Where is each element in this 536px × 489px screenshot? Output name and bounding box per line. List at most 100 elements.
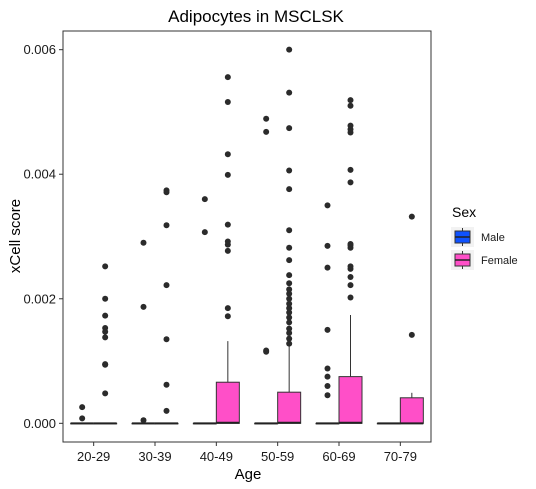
- outlier-point: [263, 115, 270, 122]
- y-tick-label: 0.006: [23, 42, 56, 57]
- x-tick-label: 20-29: [77, 449, 110, 464]
- outlier-point: [163, 187, 170, 194]
- outlier-point: [286, 125, 293, 132]
- outlier-point: [286, 280, 293, 287]
- outlier-point: [324, 326, 331, 333]
- outlier-point: [102, 334, 109, 341]
- x-tick-label: 50-59: [261, 449, 294, 464]
- outlier-point: [163, 336, 170, 343]
- outlier-point: [224, 221, 231, 228]
- outlier-point: [286, 340, 293, 347]
- outlier-point: [79, 415, 86, 422]
- outlier-point: [263, 347, 270, 354]
- plot-marks: [70, 46, 424, 425]
- box-male-30-39: [131, 239, 156, 425]
- outlier-point: [347, 240, 354, 247]
- outlier-point: [102, 361, 109, 368]
- outlier-point: [286, 319, 293, 326]
- outlier-point: [102, 295, 109, 302]
- outlier-point: [324, 365, 331, 372]
- y-tick-label: 0.002: [23, 291, 56, 306]
- outlier-point: [163, 407, 170, 414]
- outlier-point: [286, 314, 293, 321]
- outlier-point: [102, 325, 109, 332]
- outlier-point: [224, 247, 231, 254]
- outlier-point: [408, 213, 415, 220]
- outlier-point: [102, 263, 109, 270]
- outlier-point: [286, 290, 293, 297]
- outlier-point: [324, 382, 331, 389]
- outlier-point: [347, 263, 354, 270]
- outlier-point: [286, 257, 293, 264]
- y-tick-label: 0.004: [23, 167, 56, 182]
- outlier-point: [324, 392, 331, 399]
- legend: Sex Male Female: [451, 204, 518, 270]
- box-male-20-29: [70, 404, 95, 425]
- outlier-point: [163, 222, 170, 229]
- x-axis-title: Age: [235, 466, 262, 483]
- outlier-point: [140, 417, 147, 424]
- outlier-point: [286, 244, 293, 251]
- outlier-point: [286, 167, 293, 174]
- box-female-40-49: [215, 74, 240, 424]
- outlier-point: [324, 373, 331, 380]
- box-male-60-69: [315, 202, 340, 425]
- outlier-point: [347, 166, 354, 173]
- x-tick-label: 70-79: [384, 449, 417, 464]
- outlier-point: [140, 303, 147, 310]
- outlier-point: [201, 196, 208, 203]
- outlier-point: [286, 335, 293, 342]
- box-body: [399, 397, 424, 424]
- box-body: [277, 391, 302, 424]
- outlier-point: [224, 305, 231, 312]
- outlier-point: [408, 331, 415, 338]
- legend-title: Sex: [452, 204, 476, 220]
- x-tick-label: 40-49: [200, 449, 233, 464]
- x-tick-label: 30-39: [138, 449, 171, 464]
- outlier-point: [224, 313, 231, 320]
- legend-key-male: [451, 227, 474, 247]
- legend-label-male: Male: [481, 232, 505, 244]
- outlier-point: [286, 227, 293, 234]
- outlier-point: [140, 239, 147, 246]
- outlier-point: [324, 264, 331, 271]
- box-female-20-29: [93, 263, 118, 425]
- outlier-point: [347, 122, 354, 129]
- outlier-point: [286, 286, 293, 293]
- outlier-point: [224, 151, 231, 158]
- chart-title: Adipocytes in MSCLSK: [168, 7, 344, 26]
- outlier-point: [163, 282, 170, 289]
- outlier-point: [286, 300, 293, 307]
- outlier-point: [224, 98, 231, 105]
- outlier-point: [347, 179, 354, 186]
- y-axis: 0.000 0.002 0.004 0.006: [23, 42, 63, 431]
- outlier-point: [286, 295, 293, 302]
- outlier-point: [286, 186, 293, 193]
- x-tick-label: 60-69: [322, 449, 355, 464]
- outlier-point: [347, 294, 354, 301]
- box-female-30-39: [154, 187, 179, 425]
- outlier-point: [324, 242, 331, 249]
- outlier-point: [163, 381, 170, 388]
- outlier-point: [201, 229, 208, 236]
- y-axis-title: xCell score: [7, 199, 24, 273]
- plot-panel: [62, 30, 432, 443]
- outlier-point: [347, 102, 354, 109]
- y-tick-label: 0.000: [23, 416, 56, 431]
- outlier-point: [263, 128, 270, 135]
- outlier-point: [224, 171, 231, 178]
- outlier-point: [347, 273, 354, 280]
- box-body: [338, 376, 363, 424]
- outlier-point: [286, 309, 293, 316]
- x-axis: 20-29 30-39 40-49 50-59 60-69 70-79: [77, 442, 417, 464]
- box-male-70-79: [376, 422, 401, 425]
- outlier-point: [324, 202, 331, 209]
- outlier-point: [286, 46, 293, 53]
- box-body: [215, 381, 240, 424]
- legend-label-female: Female: [481, 255, 518, 267]
- outlier-point: [79, 404, 86, 411]
- legend-key-female: [451, 250, 474, 270]
- outlier-point: [286, 305, 293, 312]
- outlier-point: [347, 97, 354, 104]
- outlier-point: [224, 74, 231, 81]
